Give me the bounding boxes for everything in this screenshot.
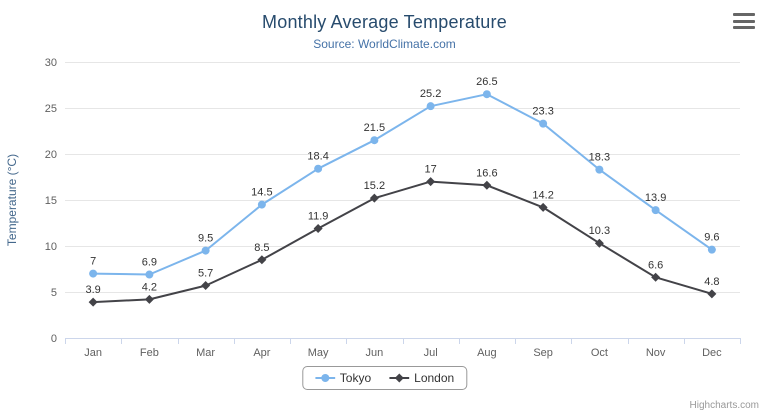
legend-label-london: London — [414, 371, 455, 385]
hamburger-menu-icon[interactable] — [733, 13, 755, 29]
svg-text:5.7: 5.7 — [198, 268, 213, 280]
svg-text:10.3: 10.3 — [589, 225, 610, 237]
svg-text:21.5: 21.5 — [364, 122, 385, 134]
menu-bar — [733, 13, 755, 16]
svg-text:18.4: 18.4 — [307, 151, 328, 163]
tokyo-series-marker-icon — [314, 372, 335, 384]
svg-text:5: 5 — [51, 287, 57, 299]
svg-text:Oct: Oct — [591, 347, 608, 359]
legend-item-tokyo[interactable]: Tokyo — [314, 371, 372, 385]
svg-text:9.6: 9.6 — [704, 232, 719, 244]
svg-text:25.2: 25.2 — [420, 88, 441, 100]
svg-text:14.5: 14.5 — [251, 187, 272, 199]
svg-text:May: May — [308, 347, 329, 359]
svg-text:6.6: 6.6 — [648, 259, 663, 271]
svg-text:Sep: Sep — [533, 347, 553, 359]
chart-subtitle: Source: WorldClimate.com — [313, 37, 456, 51]
svg-text:17: 17 — [425, 164, 437, 176]
svg-text:14.2: 14.2 — [532, 189, 553, 201]
svg-text:Jun: Jun — [366, 347, 384, 359]
svg-text:0: 0 — [51, 333, 57, 345]
svg-text:Feb: Feb — [140, 347, 159, 359]
svg-text:16.6: 16.6 — [476, 167, 497, 179]
svg-text:Aug: Aug — [477, 347, 497, 359]
svg-text:Mar: Mar — [196, 347, 215, 359]
svg-text:8.5: 8.5 — [254, 242, 269, 254]
svg-text:11.9: 11.9 — [308, 211, 329, 223]
svg-text:Dec: Dec — [702, 347, 722, 359]
svg-text:Jan: Jan — [84, 347, 102, 359]
svg-text:26.5: 26.5 — [476, 76, 497, 88]
svg-text:Apr: Apr — [253, 347, 270, 359]
svg-text:Temperature (°C): Temperature (°C) — [5, 154, 19, 246]
svg-text:4.8: 4.8 — [704, 276, 719, 288]
menu-bar — [733, 26, 755, 29]
menu-bar — [733, 19, 755, 23]
svg-text:Jul: Jul — [424, 347, 438, 359]
svg-text:13.9: 13.9 — [645, 192, 666, 204]
svg-text:15: 15 — [45, 195, 57, 207]
svg-text:25: 25 — [45, 103, 57, 115]
svg-text:3.9: 3.9 — [85, 284, 100, 296]
legend-item-london[interactable]: London — [389, 371, 454, 385]
legend: Tokyo London — [301, 366, 468, 390]
chart-title: Monthly Average Temperature — [262, 12, 507, 32]
legend-label-tokyo: Tokyo — [339, 371, 372, 385]
svg-text:Nov: Nov — [646, 347, 666, 359]
svg-text:20: 20 — [45, 149, 57, 161]
svg-text:15.2: 15.2 — [364, 180, 385, 192]
svg-text:4.2: 4.2 — [142, 281, 157, 293]
london-series-marker-icon — [389, 372, 410, 384]
svg-text:7: 7 — [90, 256, 96, 268]
svg-text:10: 10 — [45, 241, 57, 253]
svg-text:18.3: 18.3 — [589, 152, 610, 164]
svg-text:6.9: 6.9 — [142, 257, 157, 269]
svg-text:30: 30 — [45, 57, 57, 69]
svg-text:9.5: 9.5 — [198, 233, 213, 245]
svg-text:23.3: 23.3 — [532, 106, 553, 118]
highcharts-credit-link[interactable]: Highcharts.com — [689, 400, 759, 411]
